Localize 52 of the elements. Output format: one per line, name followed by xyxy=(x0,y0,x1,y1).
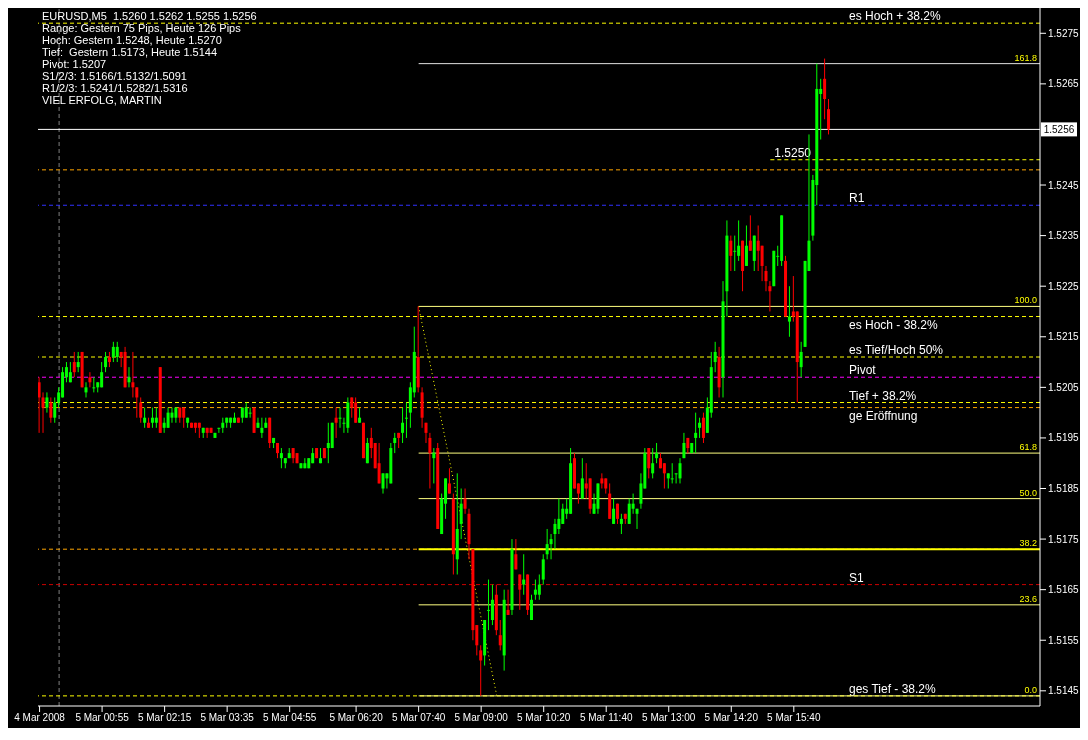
x-tick-label: 5 Mar 06:20 xyxy=(329,712,384,724)
annotation: 0.0 xyxy=(1024,684,1037,695)
x-tick-label: 5 Mar 14:20 xyxy=(704,712,759,724)
ref-line-label: S1 xyxy=(848,570,864,585)
annotation: 161.8 xyxy=(1014,52,1037,63)
y-tick-label: 1.5145 xyxy=(1048,685,1080,697)
annotation: Pivot: 1.5207 xyxy=(42,58,108,70)
annotation: 50.0 xyxy=(1019,487,1037,498)
y-tick-label: 1.5245 xyxy=(1048,179,1080,191)
y-tick-label: 1.5275 xyxy=(1048,27,1080,39)
annotation: Hoch: Gestern 1.5248, Heute 1.5270 xyxy=(42,34,223,46)
y-tick-label: 1.5235 xyxy=(1048,230,1080,242)
annotation: S1/2/3: 1.5166/1.5132/1.5091 xyxy=(42,70,188,82)
x-tick-label: 5 Mar 03:35 xyxy=(200,712,255,724)
annotation: 61.8 xyxy=(1019,442,1037,453)
annotation: VIEL ERFOLG, MARTIN xyxy=(42,94,163,106)
y-tick-label: 1.5265 xyxy=(1048,78,1080,90)
x-tick-label: 5 Mar 09:00 xyxy=(454,712,509,724)
ref-line-label: ge Eröffnung xyxy=(848,408,918,423)
annotation: 100.0 xyxy=(1014,295,1037,306)
annotation: EURUSD,M5 1.5260 1.5262 1.5255 1.5256 xyxy=(42,10,257,22)
x-tick-label: 5 Mar 00:55 xyxy=(75,712,130,724)
y-tick-label: 1.5215 xyxy=(1048,331,1080,343)
ref-line-label: Tief + 38.2% xyxy=(848,388,917,403)
ref-line-label: Pivot xyxy=(848,363,877,378)
x-tick-label: 5 Mar 11:40 xyxy=(579,712,633,724)
x-tick-label: 5 Mar 02:15 xyxy=(137,712,192,724)
annotation: 38.2 xyxy=(1019,538,1037,549)
x-tick-label: 5 Mar 10:20 xyxy=(517,712,571,724)
y-tick-label: 1.5225 xyxy=(1048,280,1080,292)
ref-line-label: es Hoch + 38.2% xyxy=(848,9,942,24)
annotation: R1/2/3: 1.5241/1.5282/1.5316 xyxy=(42,82,189,94)
x-tick-label: 5 Mar 15:40 xyxy=(767,712,821,724)
annotation: Tief: Gestern 1.5173, Heute 1.5144 xyxy=(42,46,219,58)
y-tick-label: 1.5195 xyxy=(1048,432,1080,444)
annotation: Range: Gestern 75 Pips, Heute 126 Pips xyxy=(42,22,242,34)
y-tick-label: 1.5165 xyxy=(1048,584,1080,596)
x-tick-label: 4 Mar 2008 xyxy=(14,712,66,724)
ref-line-label: es Tief/Hoch 50% xyxy=(848,343,944,357)
annotation: 1.5250 xyxy=(774,145,812,160)
y-tick-label: 1.5175 xyxy=(1048,533,1080,545)
x-tick-label: 5 Mar 07:40 xyxy=(391,712,446,724)
ref-line-label: 1.5256 xyxy=(1043,124,1075,136)
annotation: 23.6 xyxy=(1019,593,1037,604)
y-tick-label: 1.5155 xyxy=(1048,634,1080,646)
ref-line-label: es Hoch - 38.2% xyxy=(848,317,939,332)
ref-line-label: ges Tief - 38.2% xyxy=(848,681,937,696)
x-tick-label: 5 Mar 04:55 xyxy=(262,712,317,724)
y-tick-label: 1.5185 xyxy=(1048,483,1080,495)
x-tick-label: 5 Mar 13:00 xyxy=(642,712,696,724)
y-tick-label: 1.5205 xyxy=(1048,381,1080,393)
ref-line-label: R1 xyxy=(848,191,865,206)
